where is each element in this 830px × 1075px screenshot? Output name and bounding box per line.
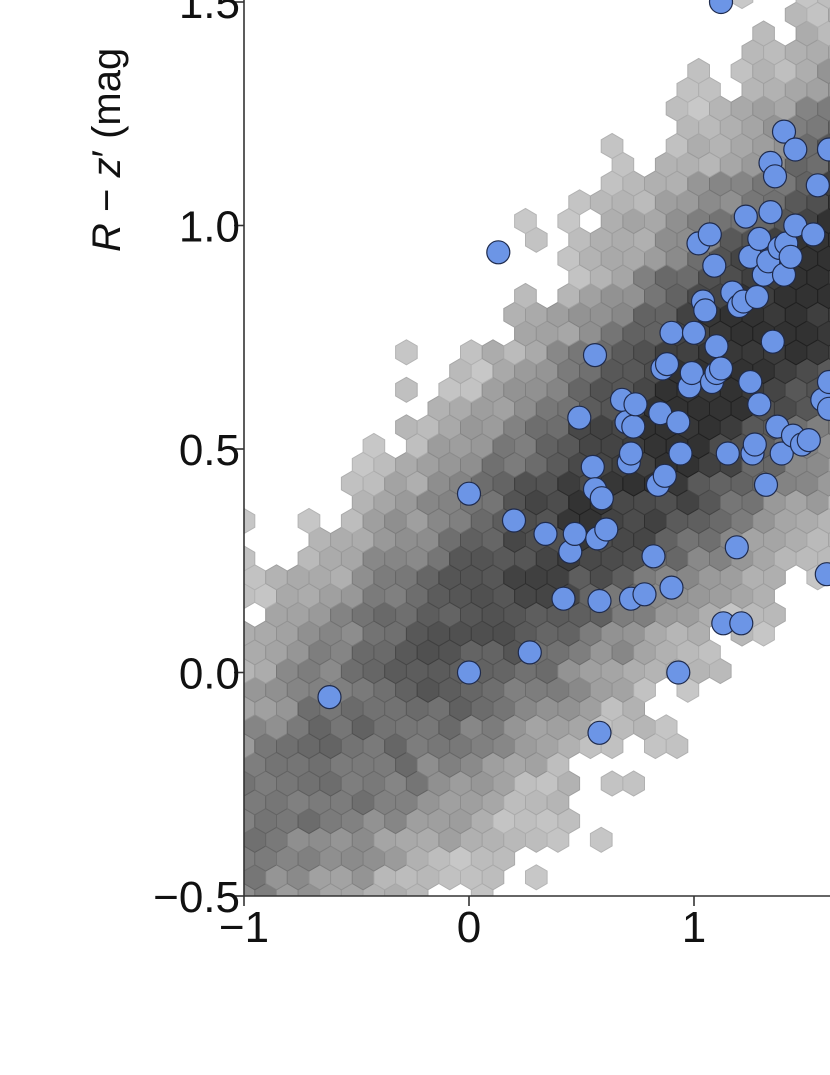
data-point: [618, 441, 644, 466]
tick-labels: −1 0 1 −0.5 0.0 0.5 1.0 1.5: [153, 0, 706, 952]
data-points: [317, 0, 830, 745]
data-point: [753, 472, 779, 497]
data-point: [747, 226, 772, 251]
hexbin-cell: [525, 864, 548, 891]
data-point: [796, 428, 821, 453]
hexbin-cell: [687, 57, 710, 85]
data-point: [551, 586, 576, 611]
data-point: [621, 414, 646, 439]
hexbin-cell: [362, 432, 386, 460]
data-point: [679, 360, 704, 386]
y-tick-label: 1.5: [179, 0, 240, 28]
data-point: [778, 244, 803, 269]
data-point: [623, 392, 648, 417]
data-point: [697, 222, 722, 247]
data-point: [681, 320, 707, 345]
data-point: [744, 284, 770, 310]
data-point: [715, 441, 740, 466]
data-point: [589, 486, 614, 511]
data-point: [758, 200, 783, 225]
data-point: [738, 369, 763, 395]
hexbin-cell: [395, 339, 418, 366]
hexbin-cell: [395, 376, 418, 403]
data-point: [702, 253, 727, 278]
data-point: [567, 405, 592, 430]
data-point: [594, 517, 619, 542]
data-point: [814, 562, 830, 587]
data-point: [587, 720, 612, 745]
y-tick-label: 0.5: [179, 426, 240, 475]
data-point: [641, 544, 666, 569]
data-point: [666, 410, 691, 435]
data-point: [666, 660, 691, 685]
hexbin-cell: [244, 882, 256, 896]
data-point: [668, 441, 693, 466]
data-point: [456, 660, 482, 685]
hexbin-cell: [514, 282, 537, 310]
y-tick-label: −0.5: [153, 873, 240, 922]
data-point: [816, 369, 830, 395]
data-point: [816, 137, 830, 162]
hexbin-cell: [730, 0, 754, 10]
data-point: [733, 204, 758, 229]
data-point: [486, 240, 511, 265]
data-point: [317, 684, 342, 710]
data-point: [771, 119, 797, 144]
data-point: [587, 588, 612, 614]
y-axis-label: R − z′ (mag: [85, 48, 129, 252]
data-point: [801, 222, 826, 247]
hexbin-cell: [244, 545, 256, 572]
data-point: [659, 575, 684, 600]
data-point: [582, 343, 608, 368]
data-point: [783, 137, 808, 162]
hexbin-cell: [297, 507, 321, 535]
data-point: [742, 432, 767, 457]
data-point: [724, 535, 749, 560]
data-point: [632, 582, 657, 607]
data-point: [762, 164, 788, 189]
data-point: [562, 521, 587, 547]
data-point: [708, 0, 734, 15]
hexbin-cell: [514, 207, 537, 235]
data-point: [659, 320, 684, 345]
data-point: [805, 173, 830, 198]
hexbin-cell: [817, 0, 830, 10]
data-point: [456, 481, 482, 506]
data-point: [533, 521, 558, 547]
y-tick-label: 1.0: [179, 203, 240, 252]
data-point: [652, 463, 677, 488]
x-tick-label: −1: [219, 903, 269, 952]
data-point: [729, 611, 754, 636]
data-point: [816, 396, 830, 421]
hexbin-cell: [244, 507, 256, 535]
data-point: [747, 392, 772, 417]
hexbin-cell: [600, 132, 624, 160]
hexbin-cell: [600, 770, 624, 797]
data-point: [760, 329, 785, 354]
axes: [243, 0, 830, 897]
hexbin-cell: [622, 770, 645, 797]
x-tick-label: 1: [682, 903, 706, 952]
data-point: [654, 352, 680, 377]
hexbin-cell: [654, 714, 678, 741]
data-point: [693, 298, 718, 323]
data-point: [769, 441, 794, 466]
data-point: [580, 454, 605, 479]
y-tick-label: 0.0: [179, 650, 240, 699]
data-point: [501, 508, 527, 533]
data-point: [708, 356, 734, 381]
x-tick-label: 0: [457, 903, 481, 952]
data-point: [704, 334, 729, 359]
hexbin-cell: [589, 826, 613, 853]
hexbin-cell: [752, 20, 775, 47]
data-point: [517, 640, 542, 665]
